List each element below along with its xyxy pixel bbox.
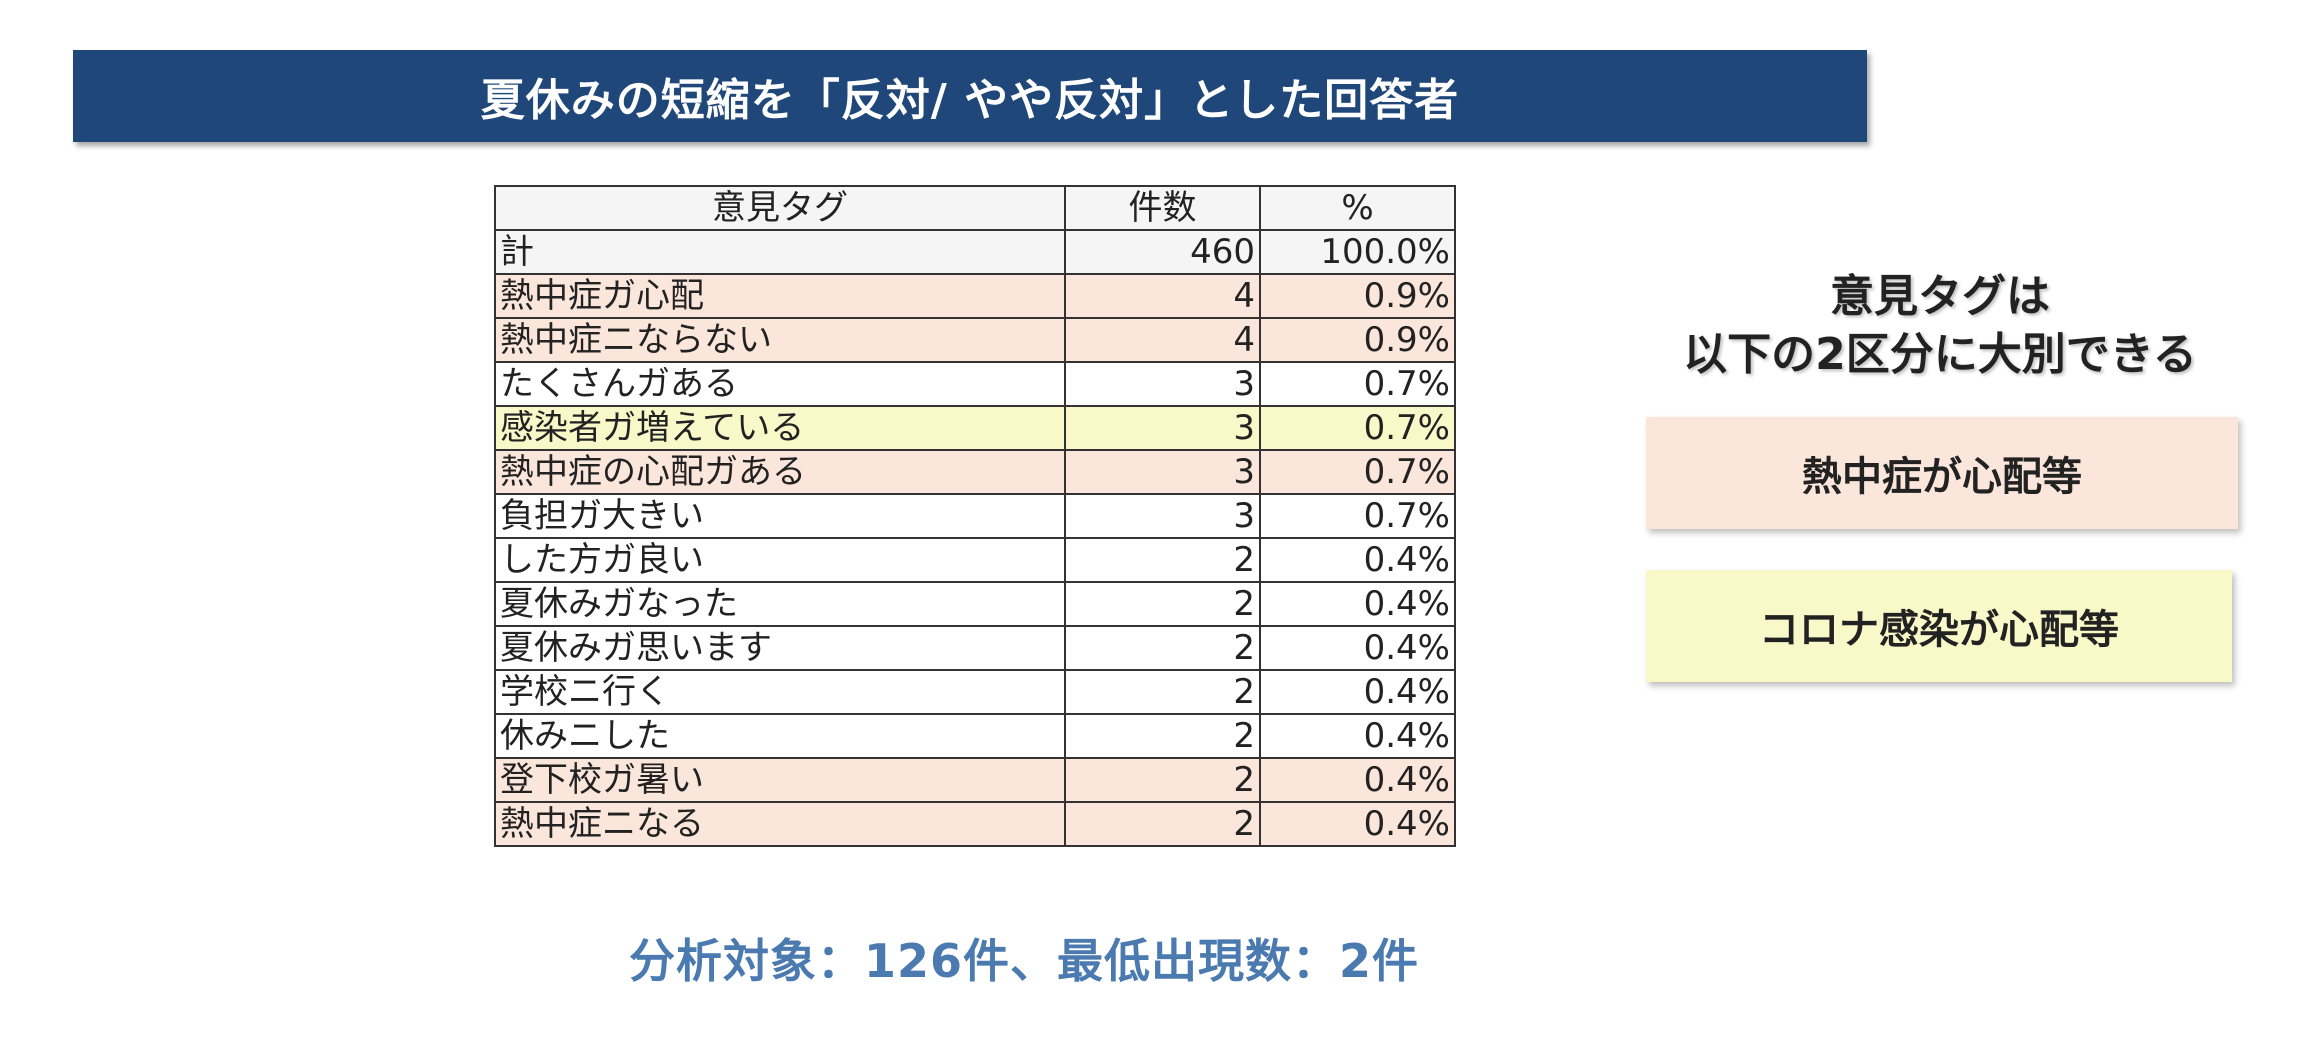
row-count: 2 (1064, 669, 1261, 715)
row-tag: 感染者ガ増えている (494, 405, 1066, 451)
row-count: 3 (1064, 493, 1261, 539)
legend-corona: コロナ感染が心配等 (1646, 570, 2232, 682)
row-count: 2 (1064, 625, 1261, 671)
analysis-footnote: 分析対象：126件、最低出現数：2件 (628, 934, 1420, 988)
row-count: 2 (1064, 713, 1261, 759)
total-percent: 100.0% (1259, 229, 1456, 275)
header-tag: 意見タグ (494, 185, 1066, 231)
table-row: した方ガ良い 2 0.4% (494, 537, 1456, 583)
table-row: 熱中症ニならない 4 0.9% (494, 317, 1456, 363)
legend-heatstroke: 熱中症が心配等 (1646, 417, 2238, 529)
row-percent: 0.4% (1259, 625, 1456, 671)
row-tag: 夏休みガ思います (494, 625, 1066, 671)
table-row: 登下校ガ暑い 2 0.4% (494, 757, 1456, 803)
table-row-total: 計 460 100.0% (494, 229, 1456, 275)
row-percent: 0.7% (1259, 449, 1456, 495)
row-tag: した方ガ良い (494, 537, 1066, 583)
row-percent: 0.7% (1259, 405, 1456, 451)
row-tag: 熱中症ニならない (494, 317, 1066, 363)
row-count: 4 (1064, 273, 1261, 319)
table-row: たくさんガある 3 0.7% (494, 361, 1456, 407)
header-count: 件数 (1064, 185, 1261, 231)
table-row: 負担ガ大きい 3 0.7% (494, 493, 1456, 539)
row-percent: 0.4% (1259, 713, 1456, 759)
row-count: 2 (1064, 801, 1261, 847)
row-count: 3 (1064, 449, 1261, 495)
row-tag: 熱中症の心配ガある (494, 449, 1066, 495)
row-percent: 0.9% (1259, 273, 1456, 319)
table-row: 熱中症ガ心配 4 0.9% (494, 273, 1456, 319)
row-tag: 負担ガ大きい (494, 493, 1066, 539)
table-row: 熱中症の心配ガある 3 0.7% (494, 449, 1456, 495)
total-tag: 計 (494, 229, 1066, 275)
page-title: 夏休みの短縮を「反対/ やや反対」とした回答者 (73, 50, 1867, 142)
row-tag: 登下校ガ暑い (494, 757, 1066, 803)
row-tag: たくさんガある (494, 361, 1066, 407)
row-count: 2 (1064, 757, 1261, 803)
row-percent: 0.4% (1259, 757, 1456, 803)
header-percent: % (1259, 185, 1456, 231)
table-row: 学校ニ行く 2 0.4% (494, 669, 1456, 715)
table-row: 夏休みガ思います 2 0.4% (494, 625, 1456, 671)
row-percent: 0.4% (1259, 669, 1456, 715)
row-tag: 熱中症ニなる (494, 801, 1066, 847)
tag-category-heading: 意見タグは 以下の2区分に大別できる (1640, 268, 2240, 384)
heading-line-2: 以下の2区分に大別できる (1683, 329, 2197, 380)
row-percent: 0.7% (1259, 493, 1456, 539)
row-tag: 休みニした (494, 713, 1066, 759)
opinion-tag-table: 意見タグ 件数 % 計 460 100.0% 熱中症ガ心配 4 0.9% 熱中症… (494, 185, 1456, 847)
row-percent: 0.4% (1259, 581, 1456, 627)
heading-line-1: 意見タグは (1830, 271, 2050, 322)
row-count: 3 (1064, 405, 1261, 451)
table-row: 休みニした 2 0.4% (494, 713, 1456, 759)
row-count: 2 (1064, 581, 1261, 627)
table-row: 感染者ガ増えている 3 0.7% (494, 405, 1456, 451)
total-count: 460 (1064, 229, 1261, 275)
row-tag: 夏休みガなった (494, 581, 1066, 627)
row-tag: 熱中症ガ心配 (494, 273, 1066, 319)
table-row: 熱中症ニなる 2 0.4% (494, 801, 1456, 847)
row-tag: 学校ニ行く (494, 669, 1066, 715)
row-count: 4 (1064, 317, 1261, 363)
row-count: 3 (1064, 361, 1261, 407)
table-header-row: 意見タグ 件数 % (494, 185, 1456, 231)
row-percent: 0.4% (1259, 801, 1456, 847)
row-percent: 0.4% (1259, 537, 1456, 583)
row-percent: 0.7% (1259, 361, 1456, 407)
row-count: 2 (1064, 537, 1261, 583)
table-row: 夏休みガなった 2 0.4% (494, 581, 1456, 627)
row-percent: 0.9% (1259, 317, 1456, 363)
